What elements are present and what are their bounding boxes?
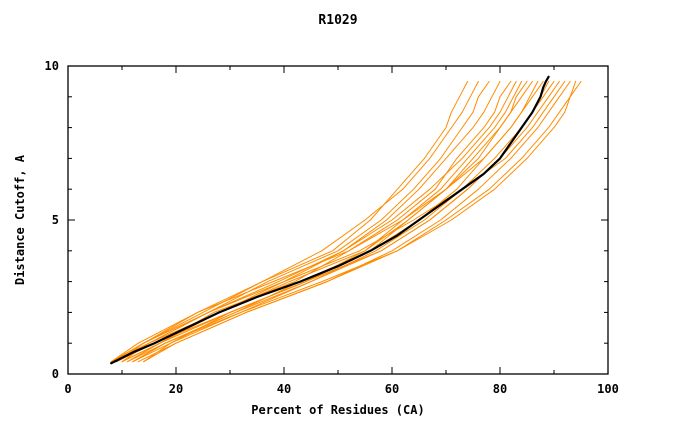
x-tick-label: 60 [385,382,399,396]
model-line [110,80,517,363]
model-line [132,80,555,363]
y-axis-label: Distance Cutoff, A [13,154,27,285]
x-axis-label: Percent of Residues (CA) [251,403,424,417]
y-tick-label: 10 [45,59,59,73]
x-tick-label: 100 [597,382,619,396]
y-tick-label: 0 [52,367,59,381]
model-line [121,80,512,363]
ticks-group [67,65,609,375]
x-tick-label: 20 [169,382,183,396]
x-tick-label: 0 [64,382,71,396]
model-line [116,80,479,363]
model-line [126,80,582,363]
model-line [143,80,577,363]
model-line [116,80,560,363]
x-tick-label: 80 [493,382,507,396]
reference-line [110,75,550,365]
tick-labels-group: 0 20 40 60 80 100 0 5 10 [45,59,619,396]
model-line [110,80,490,363]
y-tick-label: 5 [52,213,59,227]
x-tick-label: 40 [277,382,291,396]
plot-frame [67,65,609,375]
model-line [143,80,523,363]
model-line [110,80,539,363]
series-group [110,75,582,365]
model-line [132,80,528,363]
model-line [110,80,533,363]
chart-title: R1029 [318,13,357,28]
